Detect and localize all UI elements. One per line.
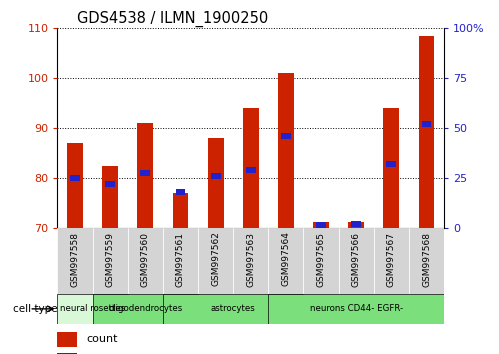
Text: GDS4538 / ILMN_1900250: GDS4538 / ILMN_1900250 xyxy=(77,11,268,27)
Bar xyxy=(374,228,409,294)
Bar xyxy=(419,36,435,228)
Text: GSM997561: GSM997561 xyxy=(176,232,185,287)
Text: GSM997566: GSM997566 xyxy=(352,232,361,287)
Text: count: count xyxy=(86,334,118,344)
Bar xyxy=(57,294,128,324)
Bar xyxy=(70,175,80,181)
Bar xyxy=(339,228,374,294)
Bar xyxy=(92,228,128,294)
Bar xyxy=(67,143,83,228)
Text: neural rosettes: neural rosettes xyxy=(60,304,125,313)
Text: GSM997567: GSM997567 xyxy=(387,232,396,287)
Text: astrocytes: astrocytes xyxy=(211,304,255,313)
Bar xyxy=(211,173,221,179)
Text: GSM997568: GSM997568 xyxy=(422,232,431,287)
Text: GSM997560: GSM997560 xyxy=(141,232,150,287)
Text: GSM997565: GSM997565 xyxy=(316,232,325,287)
Bar xyxy=(268,228,303,294)
Bar xyxy=(278,73,294,228)
Bar xyxy=(128,228,163,294)
Bar xyxy=(246,167,255,173)
Text: GSM997563: GSM997563 xyxy=(246,232,255,287)
Bar xyxy=(92,294,198,324)
Bar xyxy=(409,228,444,294)
Bar xyxy=(313,222,329,228)
Text: oligodendrocytes: oligodendrocytes xyxy=(108,304,183,313)
Text: cell type: cell type xyxy=(13,304,58,314)
Bar xyxy=(173,193,188,228)
Bar xyxy=(383,108,399,228)
Text: GSM997564: GSM997564 xyxy=(281,232,290,286)
Bar xyxy=(208,138,224,228)
Bar xyxy=(348,222,364,228)
Text: neurons CD44- EGFR-: neurons CD44- EGFR- xyxy=(310,304,403,313)
Bar xyxy=(233,228,268,294)
Bar xyxy=(386,161,396,167)
Bar xyxy=(102,166,118,228)
Bar xyxy=(140,170,150,176)
Text: GSM997559: GSM997559 xyxy=(106,232,115,287)
Text: GSM997562: GSM997562 xyxy=(211,232,220,286)
Bar xyxy=(422,121,432,127)
Bar xyxy=(243,108,258,228)
Bar xyxy=(198,228,233,294)
Bar xyxy=(268,294,444,324)
Bar xyxy=(163,228,198,294)
Text: GSM997558: GSM997558 xyxy=(70,232,79,287)
Bar xyxy=(351,221,361,227)
Bar xyxy=(163,294,303,324)
Bar xyxy=(57,332,77,347)
Bar xyxy=(137,123,153,228)
Bar xyxy=(176,189,185,195)
Bar xyxy=(303,228,339,294)
Bar xyxy=(57,353,77,354)
Bar xyxy=(105,181,115,187)
Bar xyxy=(281,133,291,139)
Bar xyxy=(57,228,92,294)
Bar xyxy=(316,222,326,228)
